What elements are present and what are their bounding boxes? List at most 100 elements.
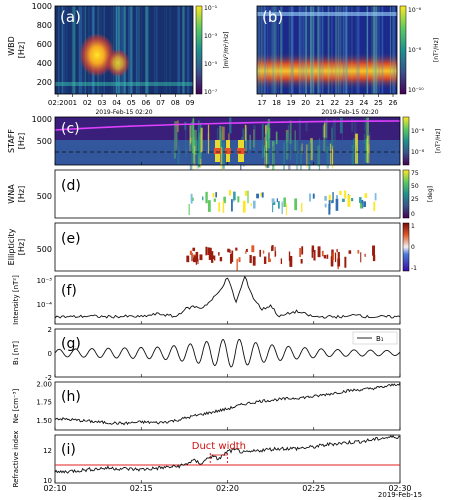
spectrogram-streak bbox=[145, 6, 147, 94]
spectrogram-streak bbox=[175, 121, 178, 150]
spectrogram-streak bbox=[181, 6, 184, 94]
tick-label: 600 bbox=[37, 40, 52, 49]
wna-pixel bbox=[324, 203, 327, 208]
colorbar-label: [nT²/Hz] bbox=[435, 129, 442, 153]
spectrogram-streak bbox=[327, 6, 330, 94]
spectrogram-streak bbox=[341, 119, 343, 158]
spectrogram-streak bbox=[371, 6, 373, 94]
spectrogram-streak bbox=[122, 6, 125, 94]
spectrogram-streak bbox=[351, 145, 355, 166]
staff-spectrogram bbox=[55, 117, 400, 184]
ellipticity-pixel bbox=[313, 250, 316, 261]
ellipticity-pixel bbox=[195, 254, 198, 265]
spectrogram-streak bbox=[342, 6, 344, 94]
wna-pixel bbox=[272, 202, 274, 213]
spectrogram-streak bbox=[182, 6, 186, 94]
tick-label: 09 bbox=[186, 99, 195, 107]
tick-label: 500 bbox=[37, 137, 52, 146]
spectrogram-streak bbox=[261, 6, 263, 94]
spectrogram-streak bbox=[392, 6, 394, 94]
spectrogram-streak bbox=[285, 142, 289, 160]
spectrogram-streak bbox=[123, 6, 126, 94]
spectrogram-streak bbox=[309, 143, 311, 163]
spectrogram-streak bbox=[309, 6, 312, 94]
spectrogram-streak bbox=[323, 124, 326, 153]
spectrogram-streak bbox=[219, 125, 222, 153]
wna-pixel bbox=[363, 201, 366, 207]
spectrogram-streak bbox=[257, 6, 260, 94]
tick-label: 400 bbox=[37, 59, 52, 68]
plot-area bbox=[54, 275, 401, 325]
spectrogram-streak bbox=[186, 6, 189, 94]
spectrogram-streak bbox=[330, 6, 333, 94]
tick-label: 10⁻³ bbox=[37, 277, 53, 285]
spectrogram-streak bbox=[374, 6, 377, 94]
spectrogram-streak bbox=[331, 127, 333, 149]
spectrogram-streak bbox=[335, 6, 337, 94]
wna-pixel bbox=[309, 193, 311, 202]
ellipticity-pixel bbox=[231, 250, 234, 263]
panel-c: (c) STAFF [Hz] 1000 500 10⁻⁶ 10⁻⁸ [nT²/H… bbox=[7, 115, 442, 184]
panel-label: (g) bbox=[61, 336, 81, 352]
wna-pixel bbox=[250, 202, 252, 207]
spectrogram-streak bbox=[129, 6, 131, 94]
ellipticity-pixel bbox=[229, 249, 231, 253]
spectrogram-streak bbox=[192, 138, 194, 149]
ellipticity-pixel bbox=[321, 250, 324, 257]
spectrogram-streak bbox=[264, 6, 267, 94]
tick-label: 0 bbox=[411, 211, 415, 218]
ellipticity-pixel bbox=[235, 247, 238, 251]
tick-label: 04 bbox=[112, 99, 121, 107]
tick-label: 02:15 bbox=[130, 484, 153, 493]
tick-label: 02:20 bbox=[48, 99, 68, 107]
ellipticity-pixel bbox=[249, 255, 252, 264]
emission-blob bbox=[106, 49, 130, 77]
spectrogram-streak bbox=[337, 6, 340, 94]
emission-band bbox=[257, 52, 397, 90]
spectrogram-streak bbox=[200, 127, 203, 153]
spectrogram-streak bbox=[177, 146, 180, 166]
spectrogram-streak bbox=[373, 6, 375, 94]
spectrogram-streak bbox=[378, 6, 380, 94]
spectrogram-streak bbox=[311, 6, 313, 94]
tick-label: 1 bbox=[411, 223, 415, 230]
wna-pixel bbox=[212, 192, 215, 198]
spectrogram-streak bbox=[253, 125, 256, 151]
tick-label: 17 bbox=[258, 99, 267, 107]
spectrogram-streak bbox=[264, 137, 266, 168]
wna-pixel bbox=[188, 203, 190, 216]
spectrogram-streak bbox=[156, 6, 158, 94]
spectrogram-streak bbox=[222, 142, 225, 169]
spectrogram-streak bbox=[257, 6, 259, 94]
spectrogram-streak bbox=[368, 132, 371, 164]
tick-label: 26 bbox=[389, 99, 398, 107]
ellipticity-pixel bbox=[259, 249, 262, 257]
tick-label: 06 bbox=[142, 99, 151, 107]
spectrogram-streak bbox=[343, 6, 345, 94]
ellipticity-pixel bbox=[289, 255, 293, 267]
spectrogram-streak bbox=[283, 142, 285, 172]
spectrogram-streak bbox=[381, 6, 383, 94]
spectrogram-streak bbox=[192, 117, 194, 139]
spectrogram-streak bbox=[287, 138, 291, 176]
legend-label: B₁ bbox=[376, 335, 384, 343]
tick-label: 10⁻⁶ bbox=[411, 128, 425, 135]
ellipticity-pixel bbox=[192, 257, 196, 263]
spectrogram-streak bbox=[299, 6, 301, 94]
wna-pixel bbox=[374, 193, 377, 201]
ellipticity-pixel bbox=[191, 252, 193, 262]
wna-pixel bbox=[190, 193, 193, 204]
spectrogram-streak bbox=[164, 6, 166, 94]
spectrogram-streak bbox=[138, 6, 140, 94]
spectrogram-streak bbox=[124, 6, 126, 94]
axis-label: WNA bbox=[7, 184, 16, 204]
spectrogram-streak bbox=[135, 6, 138, 94]
ellipticity-pixel bbox=[301, 246, 304, 255]
ellipticity-pixel bbox=[209, 247, 212, 257]
spectrogram-streak bbox=[244, 124, 247, 141]
spectrogram-streak bbox=[290, 6, 293, 94]
spectrogram-streak bbox=[249, 134, 251, 150]
wna-pixel bbox=[283, 197, 286, 207]
spectrogram-streak bbox=[73, 6, 76, 94]
